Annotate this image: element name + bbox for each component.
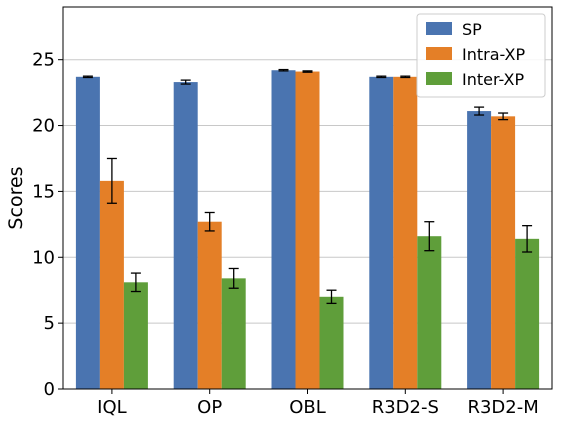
x-axis-ticks: IQL OP OBL R3D2-S R3D2-M xyxy=(97,389,539,418)
y-tick-label: 20 xyxy=(32,116,55,137)
error-bar xyxy=(302,70,313,73)
error-bar xyxy=(424,221,435,252)
error-bar xyxy=(204,211,215,232)
bar-sp-op xyxy=(173,82,198,389)
y-tick-label: 5 xyxy=(44,313,55,334)
legend-swatch xyxy=(426,47,452,60)
bar-sp-obl xyxy=(271,70,296,389)
legend-swatch xyxy=(426,72,452,85)
x-tick-label: OBL xyxy=(289,397,326,418)
y-tick-label: 15 xyxy=(32,181,55,202)
error-bar xyxy=(326,289,337,305)
bar-inter-xp-op xyxy=(221,278,246,389)
x-tick-label: R3D2-M xyxy=(467,397,538,418)
bar-inter-xp-iql xyxy=(123,282,148,389)
error-bar xyxy=(376,75,387,79)
error-bar xyxy=(400,75,411,79)
error-bar xyxy=(180,79,191,85)
bar-sp-r3d2-m xyxy=(467,111,492,389)
error-bar xyxy=(522,225,533,253)
x-tick-label: R3D2-S xyxy=(372,397,439,418)
x-tick-label: OP xyxy=(197,397,222,418)
error-bar xyxy=(228,267,239,289)
bar-intra-xp-iql xyxy=(99,180,124,389)
y-tick-label: 0 xyxy=(44,379,55,400)
legend-item-inter-xp: Inter-XP xyxy=(426,70,524,89)
bar-intra-xp-r3d2-s xyxy=(393,76,418,390)
bar-inter-xp-r3d2-s xyxy=(417,236,442,389)
legend-label: Inter-XP xyxy=(462,70,524,89)
error-bar xyxy=(130,272,141,293)
y-axis-label: Scores xyxy=(5,166,27,229)
error-bar xyxy=(278,68,289,72)
error-bars xyxy=(82,68,533,305)
bar-intra-xp-obl xyxy=(295,71,320,389)
legend-label: Intra-XP xyxy=(462,45,525,64)
bar-inter-xp-obl xyxy=(319,296,344,389)
bar-inter-xp-r3d2-m xyxy=(515,238,540,389)
y-axis-ticks: 0 5 10 15 20 25 xyxy=(32,50,63,400)
error-bar xyxy=(474,106,485,116)
y-tick-label: 25 xyxy=(32,50,55,71)
bar-sp-r3d2-s xyxy=(369,76,394,390)
legend-swatch xyxy=(426,22,452,35)
y-tick-label: 10 xyxy=(32,247,55,268)
error-bar xyxy=(106,157,117,204)
legend-item-sp: SP xyxy=(426,20,482,39)
bar-intra-xp-op xyxy=(197,221,222,389)
legend-label: SP xyxy=(462,20,482,39)
bar-intra-xp-r3d2-m xyxy=(491,116,516,390)
error-bar xyxy=(498,112,509,121)
bar-sp-iql xyxy=(75,76,100,390)
x-tick-label: IQL xyxy=(97,397,127,418)
bars xyxy=(75,70,540,390)
legend: SP Intra-XP Inter-XP xyxy=(416,13,546,98)
error-bar xyxy=(82,75,93,79)
legend-item-intra-xp: Intra-XP xyxy=(426,45,525,64)
